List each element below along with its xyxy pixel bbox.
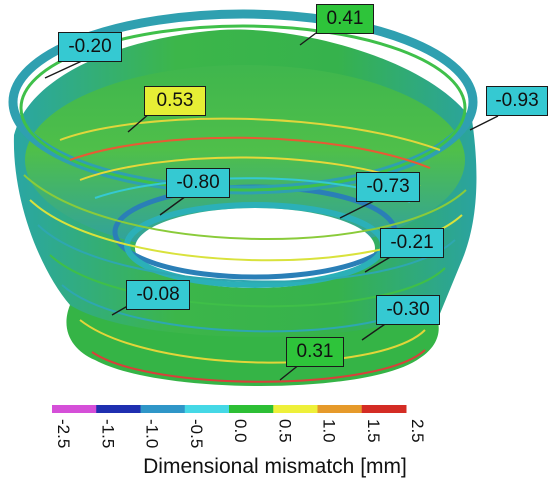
callout-c2: 0.41 xyxy=(316,4,374,34)
scale-ticks: -2.5 -1.5 -1.0 -0.5 0.0 0.5 1.0 1.5 2.5 xyxy=(54,419,427,448)
callout-c6: -0.73 xyxy=(356,172,420,202)
scale-tick-label: 0.0 xyxy=(231,419,250,443)
scale-title: Dimensional mismatch [mm] xyxy=(143,455,407,478)
scale-tick-label: -1.5 xyxy=(98,419,117,448)
scale-tick-label: -0.5 xyxy=(187,419,206,448)
scale-segment xyxy=(229,405,274,413)
callout-c1: -0.20 xyxy=(58,32,122,62)
scale-tick-label: 1.5 xyxy=(364,419,383,443)
scale-segment xyxy=(361,405,407,413)
scale-segment xyxy=(96,405,141,413)
scale-tick-label: 1.0 xyxy=(320,419,339,443)
part-opening xyxy=(135,208,375,288)
scale-tick-label: -1.0 xyxy=(143,419,162,448)
scale-segments xyxy=(52,405,407,413)
scale-segment xyxy=(140,405,186,413)
callout-c4: 0.53 xyxy=(144,86,206,116)
scale-tick-label: -2.5 xyxy=(54,419,73,448)
callout-c9: -0.30 xyxy=(376,295,440,325)
colour-scale: -2.5 -1.5 -1.0 -0.5 0.0 0.5 1.0 1.5 2.5 xyxy=(52,405,427,448)
scale-segment xyxy=(273,405,318,413)
scale-segment xyxy=(52,405,97,413)
callout-c5: -0.80 xyxy=(166,168,230,198)
scale-tick-label: 0.5 xyxy=(275,419,294,443)
callout-c10: 0.31 xyxy=(286,337,344,367)
part-bottom-flange xyxy=(66,305,439,387)
callout-c7: -0.21 xyxy=(380,228,444,258)
scale-segment xyxy=(317,405,363,413)
scale-tick-label: 2.5 xyxy=(408,419,427,443)
scale-segment xyxy=(184,405,230,413)
callout-c8: -0.08 xyxy=(126,280,190,310)
callout-c3: -0.93 xyxy=(486,86,548,116)
part-rim-inner-edge xyxy=(19,24,467,192)
